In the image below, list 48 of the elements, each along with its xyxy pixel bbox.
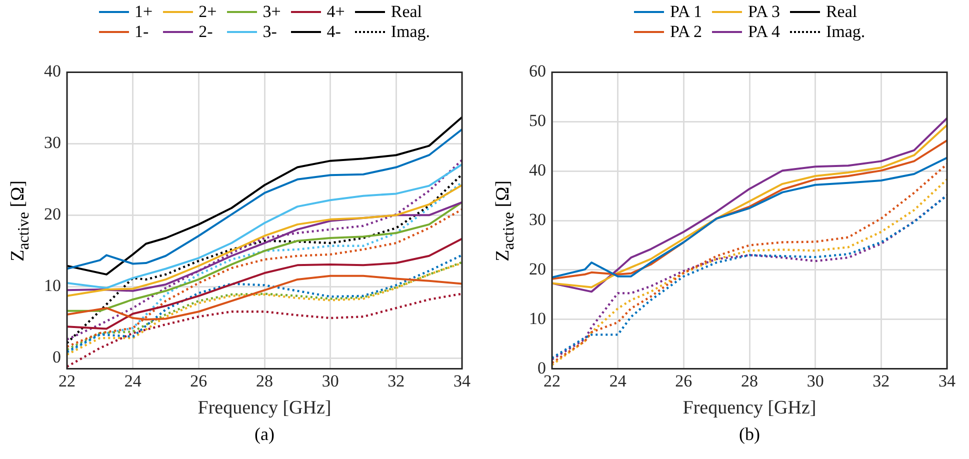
line-series bbox=[67, 208, 462, 348]
legend-label: PA 1 bbox=[670, 2, 702, 22]
x-tick-label: 22 bbox=[58, 371, 76, 390]
legend-label: 2- bbox=[198, 22, 213, 42]
legend-label: 3- bbox=[262, 22, 277, 42]
x-axis-title: Frequency [GHz] bbox=[682, 398, 816, 419]
x-tick-label: 34 bbox=[454, 371, 471, 390]
legend-label: 1+ bbox=[134, 2, 153, 22]
legend-label: Imag. bbox=[390, 22, 430, 42]
x-tick-label: 32 bbox=[388, 371, 405, 390]
y-tick-label: 30 bbox=[529, 210, 546, 229]
legend-label: 1- bbox=[134, 22, 149, 42]
legend-label: 2+ bbox=[198, 2, 217, 22]
x-tick-label: 24 bbox=[609, 371, 627, 390]
legend-label: PA 2 bbox=[670, 22, 702, 42]
text: (a) bbox=[254, 424, 274, 445]
y-tick-label: 30 bbox=[44, 133, 61, 152]
x-tick-label: 28 bbox=[741, 371, 758, 390]
y-tick-label: 0 bbox=[538, 358, 546, 378]
x-tick-label: 28 bbox=[256, 371, 273, 390]
text: (b) bbox=[739, 424, 760, 445]
y-tick-label: 10 bbox=[529, 308, 546, 328]
y-tick-label: 20 bbox=[44, 204, 61, 224]
x-tick-label: 22 bbox=[544, 371, 560, 390]
y-tick-label: 40 bbox=[529, 160, 546, 180]
line-series bbox=[67, 292, 462, 368]
x-tick-label: 34 bbox=[938, 371, 956, 390]
y-tick-label: 0 bbox=[52, 348, 61, 367]
y-tick-label: 50 bbox=[529, 111, 546, 130]
legend-label: 3+ bbox=[262, 2, 281, 22]
y-tick-label: 40 bbox=[44, 62, 61, 81]
legend-label: PA 4 bbox=[748, 22, 780, 42]
legend-label: Real bbox=[826, 2, 858, 22]
legend-label: 4+ bbox=[326, 2, 345, 22]
x-axis-title: Frequency [GHz] bbox=[198, 398, 332, 419]
legend-label: Real bbox=[390, 2, 422, 22]
legend-label: Imag. bbox=[826, 22, 866, 42]
x-tick-label: 26 bbox=[190, 371, 208, 390]
x-tick-label: 32 bbox=[872, 371, 890, 390]
legend-label: PA 3 bbox=[748, 2, 780, 22]
y-tick-label: 60 bbox=[529, 62, 546, 81]
x-tick-label: 30 bbox=[322, 371, 339, 390]
legend-label: 4- bbox=[326, 22, 341, 42]
x-tick-label: 30 bbox=[806, 371, 824, 390]
y-tick-label: 20 bbox=[529, 259, 546, 278]
x-tick-label: 24 bbox=[124, 371, 142, 390]
y-tick-label: 10 bbox=[44, 276, 61, 296]
x-tick-label: 26 bbox=[675, 371, 692, 390]
